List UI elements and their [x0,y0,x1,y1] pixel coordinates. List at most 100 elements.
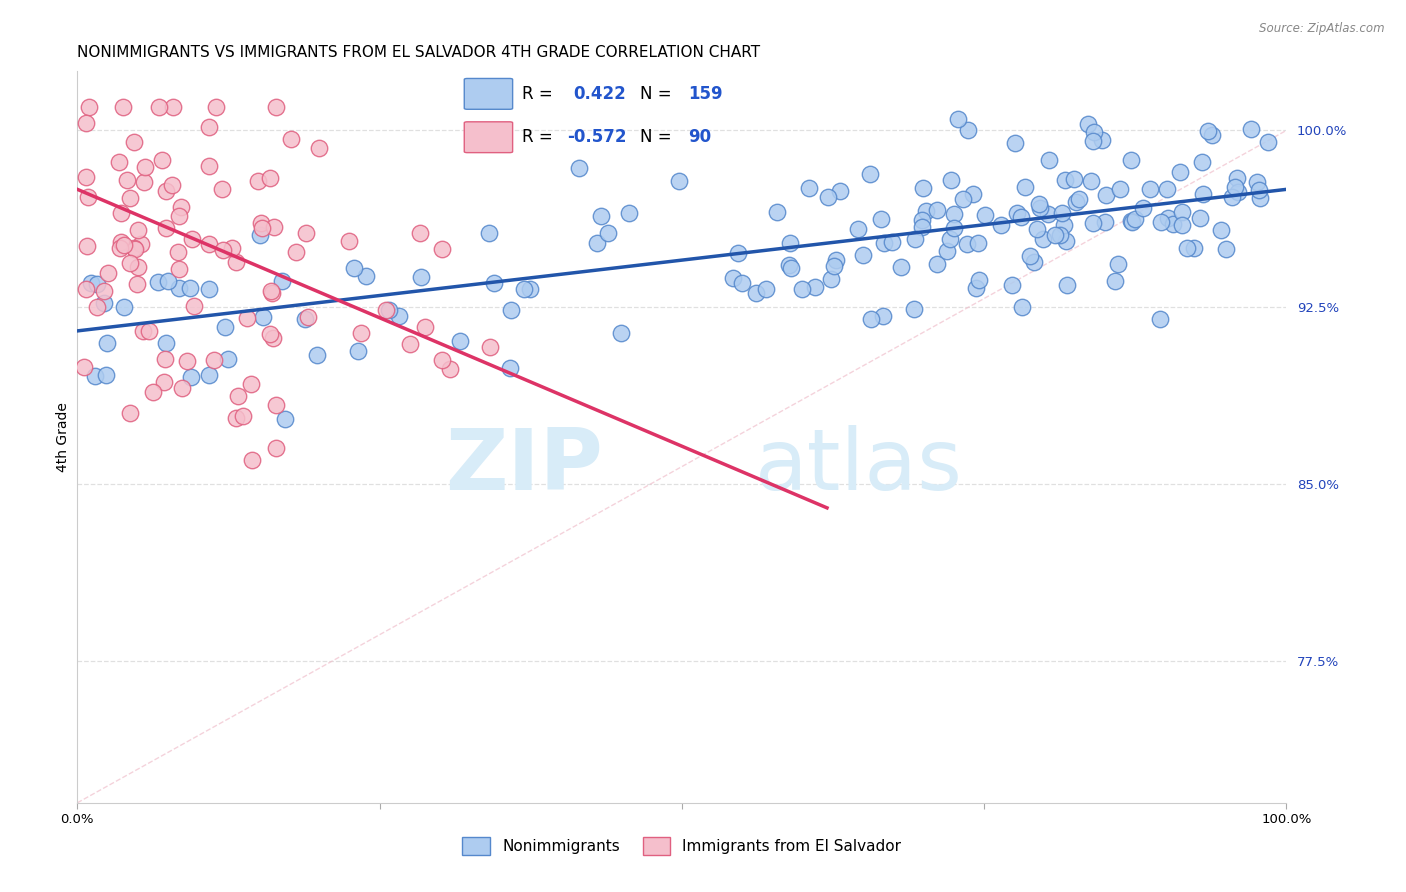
Point [259,284,281,298]
Text: 159: 159 [688,85,723,103]
Point [198,282,221,296]
Point [965,281,987,295]
Text: N =: N = [640,128,676,145]
Point [80,276,103,290]
Point [903,301,925,316]
Point [1220,190,1243,204]
Point [214,319,236,334]
Point [205,100,228,114]
Point [586,236,609,251]
Point [484,277,506,291]
Point [1226,171,1249,186]
Point [936,244,959,258]
Point [1121,215,1143,229]
Point [1067,192,1090,206]
Point [398,336,420,351]
Point [967,273,990,287]
Point [96,335,118,350]
Point [990,218,1012,232]
Point [1081,216,1104,230]
Point [225,255,247,269]
Point [179,280,201,294]
Point [134,160,156,174]
Point [668,173,690,187]
Point [108,154,131,169]
Point [799,180,821,194]
Point [432,353,454,368]
Point [86,277,108,291]
Point [1004,136,1026,150]
Point [1038,153,1060,167]
Point [1149,311,1171,326]
Point [744,286,766,301]
Point [911,213,934,227]
Point [1177,241,1199,255]
Point [226,389,249,403]
Point [957,123,980,137]
Point [1045,228,1067,243]
Point [755,282,778,296]
Point [111,100,134,114]
Point [97,266,120,280]
Point [280,132,302,146]
Point [820,272,842,286]
Point [232,409,254,423]
Point [1080,174,1102,188]
Point [846,221,869,235]
Point [1050,206,1073,220]
Point [262,331,284,345]
Point [967,235,990,250]
Point [1010,211,1032,225]
Point [150,153,173,168]
Point [76,239,98,253]
Point [1182,241,1205,255]
Text: Source: ZipAtlas.com: Source: ZipAtlas.com [1260,22,1385,36]
Point [873,235,896,250]
FancyBboxPatch shape [464,122,513,153]
Point [778,258,800,272]
Point [294,311,316,326]
Point [1091,133,1114,147]
Point [817,189,839,203]
Point [221,241,243,255]
Point [596,227,619,241]
Point [138,324,160,338]
Point [1036,206,1059,220]
Point [167,209,190,223]
Point [1119,153,1142,167]
Point [118,406,141,420]
Point [72,359,94,374]
Point [1107,257,1129,271]
Text: R =: R = [522,85,558,103]
Point [946,112,969,126]
Point [409,226,432,240]
Point [1156,211,1178,226]
Point [160,178,183,193]
Point [115,173,138,187]
Point [942,207,965,221]
Point [198,159,221,173]
Point [727,245,749,260]
Point [1029,201,1052,215]
Point [1150,215,1173,229]
Point [212,243,235,257]
Point [823,259,845,273]
Point [852,248,875,262]
Point [974,208,997,222]
Point [1246,175,1268,189]
Point [1019,249,1042,263]
Point [249,216,271,230]
Point [76,190,98,204]
Point [721,271,744,285]
Point [225,410,247,425]
Point [259,171,281,186]
Point [166,245,188,260]
Point [170,381,193,395]
Point [127,260,149,275]
Point [779,235,801,250]
Point [1005,206,1028,220]
Y-axis label: 4th Grade: 4th Grade [56,402,70,472]
Point [1125,211,1147,226]
Point [790,282,813,296]
Point [155,220,177,235]
